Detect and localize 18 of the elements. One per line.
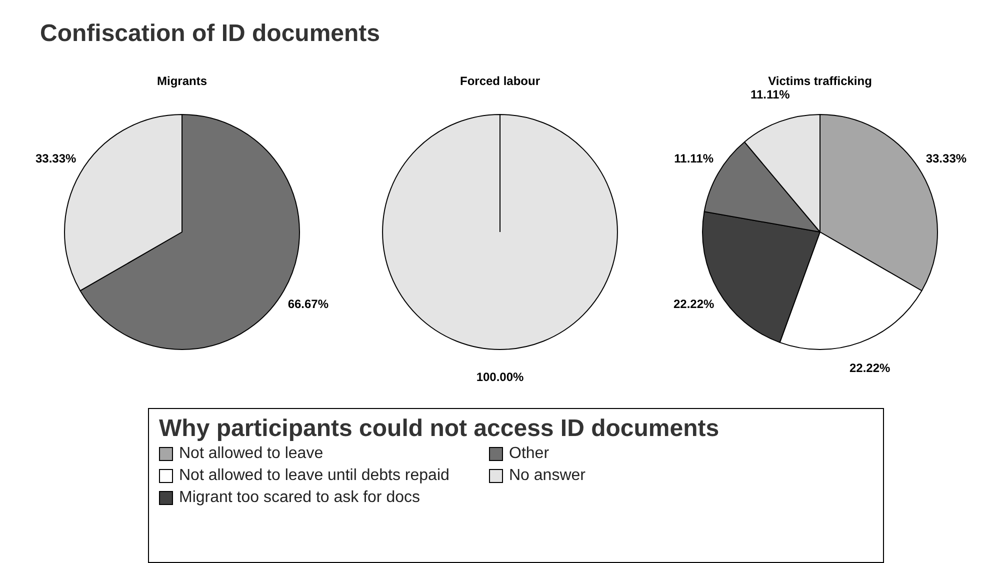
data-label: 100.00% — [476, 370, 524, 384]
legend-label: No answer — [509, 467, 586, 485]
legend-label: Not allowed to leave — [179, 445, 324, 463]
data-label: 22.22% — [673, 297, 714, 312]
chart-subtitle: Migrants — [156, 74, 208, 88]
data-label: 66.67% — [288, 297, 329, 312]
data-label: 22.22% — [849, 361, 891, 376]
chart-subtitle: Forced labour — [458, 74, 541, 88]
data-label: 11.11% — [674, 151, 714, 166]
data-label: 11.11% — [750, 87, 790, 102]
data-label: 33.33% — [926, 151, 967, 166]
legend-label: Other — [509, 445, 550, 463]
legend-label: Not allowed to leave until debts repaid — [179, 467, 450, 485]
chart-title: Confiscation of ID documents — [40, 20, 380, 48]
legend-label: Migrant too scared to ask for docs — [179, 489, 420, 507]
chart-subtitle: Victims trafficking — [767, 74, 873, 88]
data-label: 33.33% — [35, 151, 77, 166]
legend-title: Why participants could not access ID documents — [159, 415, 720, 443]
